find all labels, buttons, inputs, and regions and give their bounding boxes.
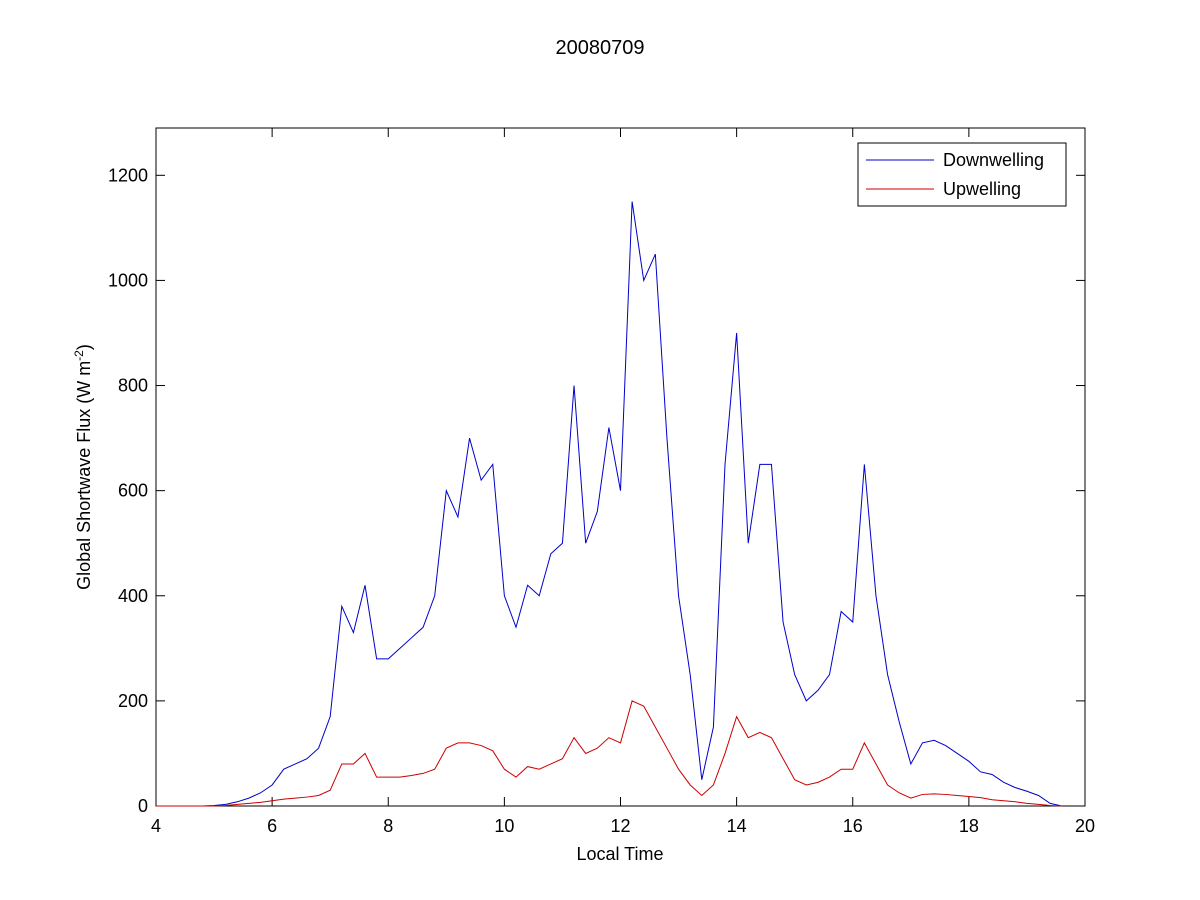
plot-area [155, 127, 1086, 807]
x-tick-label: 18 [959, 816, 979, 836]
y-tick-label: 600 [118, 481, 148, 501]
y-tick-label: 1000 [108, 270, 148, 290]
y-axis-label-text: Global Shortwave Flux (W m [74, 361, 94, 590]
x-axis-label: Local Time [576, 844, 663, 864]
y-axis-label-sup: -2 [72, 350, 86, 361]
legend: Downwelling Upwelling [857, 142, 1067, 207]
x-tick-label: 16 [843, 816, 863, 836]
legend-label: Downwelling [943, 150, 1044, 170]
x-tick-label: 10 [494, 816, 514, 836]
x-tick-label: 20 [1075, 816, 1095, 836]
y-axis-label: Global Shortwave Flux (W m-2) [72, 344, 94, 590]
x-tick-label: 4 [151, 816, 161, 836]
series-line [156, 700, 1062, 807]
y-tick-label: 200 [118, 691, 148, 711]
y-axis-label-suffix: ) [74, 344, 94, 350]
chart-title: 20080709 [556, 37, 645, 59]
legend-box [857, 142, 1067, 207]
x-tick-label: 8 [383, 816, 393, 836]
y-tick-label: 1200 [108, 165, 148, 185]
x-tick-label: 12 [610, 816, 630, 836]
x-tick-label: 14 [727, 816, 747, 836]
x-tick-label: 6 [267, 816, 277, 836]
y-tick-label: 0 [138, 796, 148, 816]
y-tick-label: 400 [118, 586, 148, 606]
legend-label: Upwelling [943, 179, 1021, 199]
y-tick-label: 800 [118, 376, 148, 396]
series-line [156, 201, 1062, 807]
